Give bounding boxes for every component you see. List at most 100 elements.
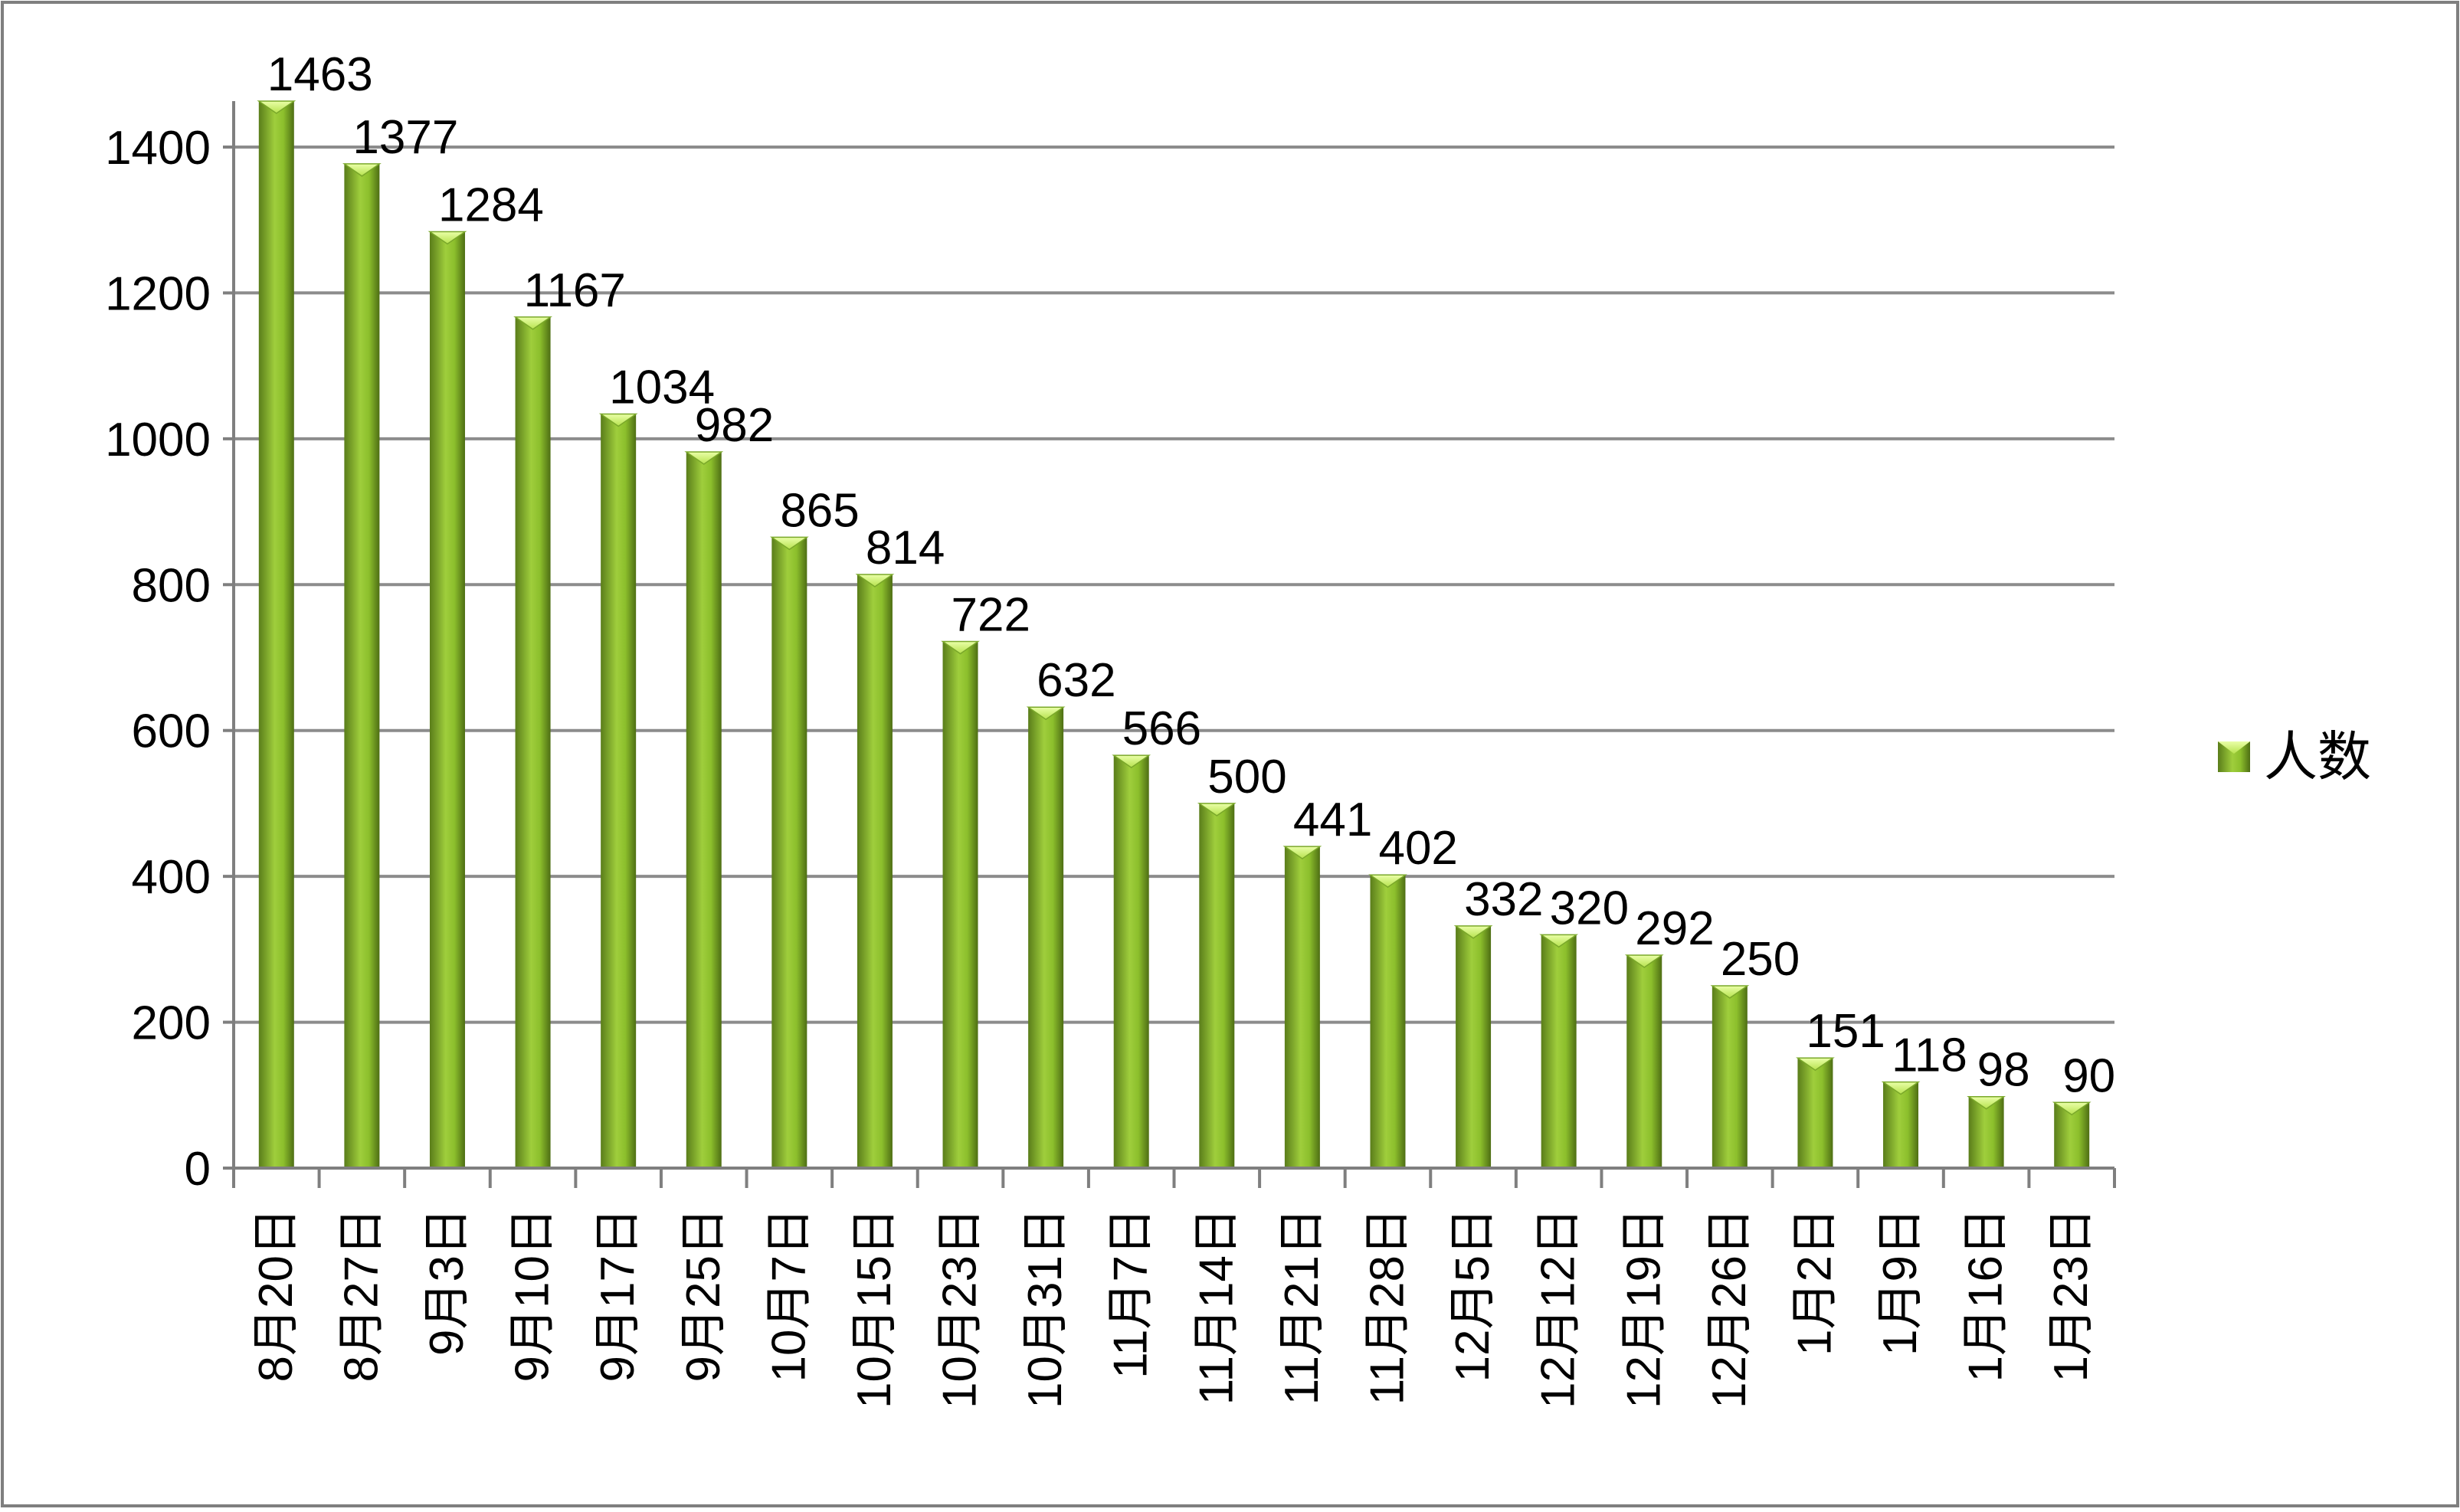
bars xyxy=(257,100,2091,1169)
x-tick-label: 12月5日 xyxy=(1446,1208,1499,1382)
x-tick-label: 11月7日 xyxy=(1105,1208,1158,1379)
data-label: 814 xyxy=(866,522,945,574)
x-tick-label: 12月12日 xyxy=(1532,1208,1585,1409)
y-tick-label: 400 xyxy=(132,851,211,904)
data-label: 500 xyxy=(1207,751,1286,803)
x-tick-label: 10月7日 xyxy=(762,1208,815,1382)
legend: 人数 xyxy=(2218,727,2371,787)
legend-label: 人数 xyxy=(2264,727,2371,787)
data-label: 332 xyxy=(1464,873,1543,926)
bar-cap xyxy=(1881,1081,1921,1095)
x-tick-label: 10月15日 xyxy=(848,1208,901,1409)
y-tick-label: 800 xyxy=(132,559,211,612)
bar-cap xyxy=(1539,934,1579,948)
bar-cap xyxy=(427,231,467,245)
bar-cap xyxy=(513,316,552,330)
bar-cap xyxy=(598,413,638,427)
bar xyxy=(601,414,637,1168)
bar xyxy=(1456,925,1492,1168)
x-tick-label: 9月17日 xyxy=(591,1208,644,1382)
bar xyxy=(1284,846,1320,1168)
bar-cap xyxy=(1282,846,1322,860)
data-label: 1463 xyxy=(267,48,373,101)
bar xyxy=(857,574,893,1168)
bar xyxy=(429,231,465,1168)
bar-cap xyxy=(1796,1057,1835,1072)
bar-cap xyxy=(941,640,980,655)
x-tick-label: 1月23日 xyxy=(2045,1208,2098,1382)
data-label: 865 xyxy=(780,484,859,537)
bar-cap xyxy=(1026,706,1066,721)
data-label: 722 xyxy=(952,589,1030,642)
x-tick-label: 1月2日 xyxy=(1788,1208,1841,1356)
bar-cap xyxy=(769,536,809,551)
y-tick-label: 1200 xyxy=(105,267,211,320)
x-tick-label: 9月3日 xyxy=(421,1208,473,1356)
bar-cap xyxy=(1453,925,1493,939)
legend-swatch-cap xyxy=(2218,741,2250,754)
bar xyxy=(1113,755,1149,1168)
data-label: 292 xyxy=(1635,902,1714,955)
y-tick-label: 1000 xyxy=(105,414,211,466)
x-tick-label: 11月21日 xyxy=(1276,1208,1328,1405)
data-label: 118 xyxy=(1892,1029,1967,1082)
y-tick-label: 1400 xyxy=(105,122,211,175)
x-tick-label: 1月9日 xyxy=(1874,1208,1927,1356)
bar xyxy=(1626,954,1662,1168)
x-tick-label: 1月16日 xyxy=(1960,1208,2013,1382)
data-label: 982 xyxy=(695,399,774,452)
data-label: 632 xyxy=(1037,654,1115,707)
bar xyxy=(1370,875,1406,1168)
bar-cap xyxy=(1967,1095,2006,1110)
bar xyxy=(258,101,294,1168)
bar xyxy=(771,537,807,1168)
data-label: 250 xyxy=(1721,933,1800,986)
bar xyxy=(1541,934,1577,1168)
data-label: 1034 xyxy=(609,361,715,414)
x-tick-label: 10月31日 xyxy=(1019,1208,1072,1409)
bar-cap xyxy=(684,451,724,465)
data-label: 90 xyxy=(2062,1049,2115,1102)
bar-cap xyxy=(1710,985,1750,999)
y-tick-label: 0 xyxy=(185,1143,211,1196)
data-label: 402 xyxy=(1378,822,1457,875)
data-label: 1167 xyxy=(524,264,626,317)
x-tick-label: 9月25日 xyxy=(677,1208,730,1382)
x-tick-label: 8月20日 xyxy=(250,1208,303,1382)
bar-cap xyxy=(1624,954,1664,968)
data-label: 320 xyxy=(1550,882,1629,934)
x-tick-label: 12月26日 xyxy=(1703,1208,1756,1409)
bar-cap xyxy=(1368,874,1407,889)
bar xyxy=(1712,985,1748,1168)
bar-cap xyxy=(2052,1101,2091,1116)
data-labels: 1463 1377 1284 1167 103498286581472263256650… xyxy=(267,48,2115,1102)
bar xyxy=(942,641,978,1168)
bar-cap xyxy=(257,100,296,114)
x-tick-label: 8月27日 xyxy=(335,1208,388,1382)
data-label: 98 xyxy=(1977,1044,2030,1097)
data-label: 1284 xyxy=(438,178,544,231)
bar xyxy=(1199,803,1235,1168)
bar xyxy=(686,451,722,1168)
x-tick-label: 11月28日 xyxy=(1361,1208,1413,1405)
axes: 0 200 400 600 800 1000 1200 1400 8月20日 8月27日 9月3日 9… xyxy=(105,101,2116,1409)
x-tick-label: 12月19日 xyxy=(1617,1208,1670,1409)
data-label: 441 xyxy=(1293,794,1372,846)
bar-cap xyxy=(342,163,382,177)
bar xyxy=(1028,707,1064,1168)
bar xyxy=(515,316,551,1169)
y-tick-label: 600 xyxy=(132,705,211,758)
data-label: 1377 xyxy=(352,111,458,164)
x-tick-label: 10月23日 xyxy=(934,1208,987,1409)
x-tick-label: 9月10日 xyxy=(506,1208,559,1382)
x-tick-label: 11月14日 xyxy=(1190,1208,1243,1405)
bar xyxy=(1883,1082,1919,1168)
bar xyxy=(1797,1058,1833,1168)
bar-cap xyxy=(1112,754,1151,769)
bar xyxy=(344,163,380,1168)
bar-cap xyxy=(1197,803,1237,817)
data-label: 151 xyxy=(1806,1005,1885,1058)
